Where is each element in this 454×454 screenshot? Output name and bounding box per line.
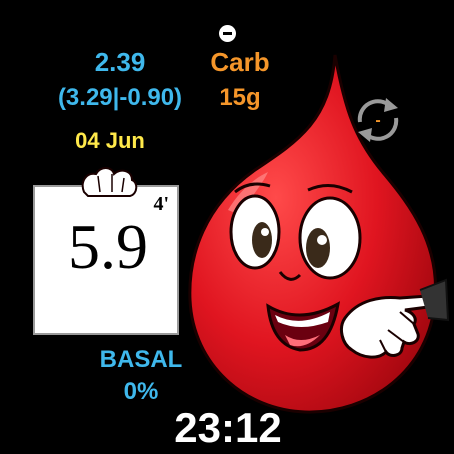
blood-drop-mascot [188,54,450,414]
carb-label: Carb [210,47,270,77]
clock-time: 23:12 [174,404,282,451]
basal-value: 0% [123,378,159,405]
iob-detail: (3.29|-0.90) [57,84,183,111]
iob-value: 2.39 [94,47,146,77]
carb-value: 15g [219,84,261,111]
refresh-symbol: - [375,112,380,129]
basal-label: BASAL [99,346,183,373]
glucose-card: 5.9 4' [33,185,179,335]
glucose-age: 4' [153,193,169,215]
date-label: 04 Jun [75,128,145,153]
hand-icon [81,167,138,197]
glucose-value: 5.9 [68,211,148,282]
refresh-icon[interactable]: - [350,92,406,148]
minus-circle-icon [219,25,236,42]
